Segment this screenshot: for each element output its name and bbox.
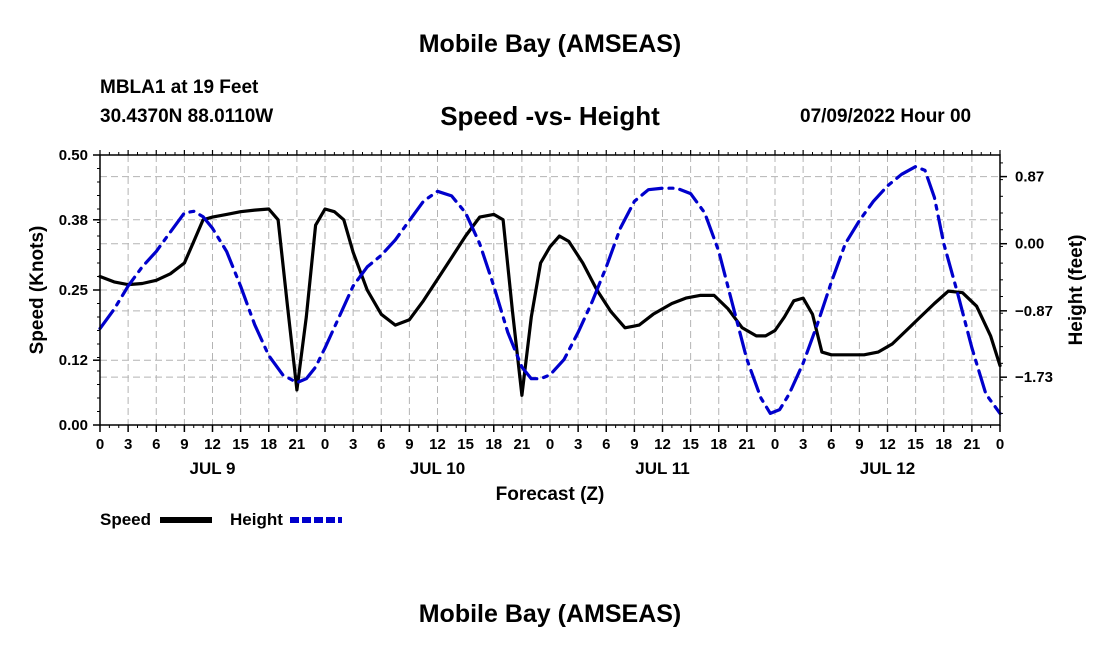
y-tick-label: 0.38 [59,212,88,229]
x-tick-label: 3 [574,436,582,453]
x-tick-label: 15 [907,436,924,453]
x-tick-label: 18 [710,436,727,453]
station-coordinates: 30.4370N 88.0110W [100,106,274,127]
x-tick-label: 3 [799,436,807,453]
legend: Speed Height [100,510,342,529]
x-tick-label: 21 [964,436,981,453]
x-tick-label: 3 [124,436,132,453]
x-tick-label: 21 [739,436,756,453]
series-line-speed [98,207,1002,397]
x-tick-label: 21 [514,436,531,453]
chart-title-repeat: Mobile Bay (AMSEAS) [418,600,682,628]
x-tick-label: 6 [827,436,835,453]
x-tick-label: 0 [771,436,779,453]
x-tick-label: 9 [630,436,638,453]
forecast-run-time: 07/09/2022 Hour 00 [800,106,972,127]
x-tick-label: 3 [349,436,357,453]
day-label: JUL 12 [860,459,915,478]
day-label: JUL 11 [635,459,690,478]
x-tick-label: 12 [879,436,896,453]
day-label: JUL 9 [190,459,236,478]
x-tick-label: 9 [405,436,413,453]
x-tick-label: 9 [180,436,188,453]
x-tick-label: 6 [377,436,385,453]
x-tick-label: 6 [152,436,160,453]
y2-axis-title: Height (feet) [1066,235,1087,346]
speed-height-chart: 0 3 6 9 12 15 18 21 0 3 6 9 12 15 18 21 0 3 6 9 12 15 18 21 0 3 6 9… [27,147,1087,529]
x-tick-label: 12 [204,436,221,453]
x-tick-label: 15 [457,436,474,453]
series-lines [98,165,1002,415]
y2-tick-label: 0.87 [1015,169,1044,186]
y2-tick-label: −0.87 [1015,303,1053,320]
y-tick-label: 0.12 [59,352,88,369]
x-tick-label: 12 [429,436,446,453]
y-tick-label: 0.25 [59,282,88,299]
axis-labels: 0 3 6 9 12 15 18 21 0 3 6 9 12 15 18 21 0 3 6 9 12 15 18 21 0 3 6 9… [27,147,1087,505]
x-tick-label: 9 [855,436,863,453]
x-tick-label: 0 [96,436,104,453]
day-label: JUL 10 [410,459,465,478]
x-tick-label: 18 [485,436,502,453]
y-tick-label: 0.00 [59,417,88,434]
station-name: MBLA1 at 19 Feet [100,77,259,98]
x-tick-label: 12 [654,436,671,453]
x-tick-label: 6 [602,436,610,453]
legend-label-height: Height [230,510,283,529]
y-tick-label: 0.50 [59,147,88,164]
axis-ticks [93,150,1007,432]
legend-label-speed: Speed [100,510,151,529]
x-axis-title: Forecast (Z) [496,484,605,505]
x-tick-label: 15 [682,436,699,453]
y-axis-title: Speed (Knots) [27,226,48,355]
chart-subtitle: Speed -vs- Height [440,101,660,131]
series-line-height [98,165,1002,415]
x-tick-label: 18 [935,436,952,453]
x-tick-label: 15 [232,436,249,453]
y2-tick-label: −1.73 [1015,369,1053,386]
x-tick-label: 0 [546,436,554,453]
grid-lines [100,155,1000,425]
x-tick-label: 0 [321,436,329,453]
x-tick-label: 18 [260,436,277,453]
chart-title: Mobile Bay (AMSEAS) [418,30,682,58]
y2-tick-label: 0.00 [1015,236,1044,253]
x-tick-label: 21 [289,436,306,453]
x-tick-label: 0 [996,436,1004,453]
